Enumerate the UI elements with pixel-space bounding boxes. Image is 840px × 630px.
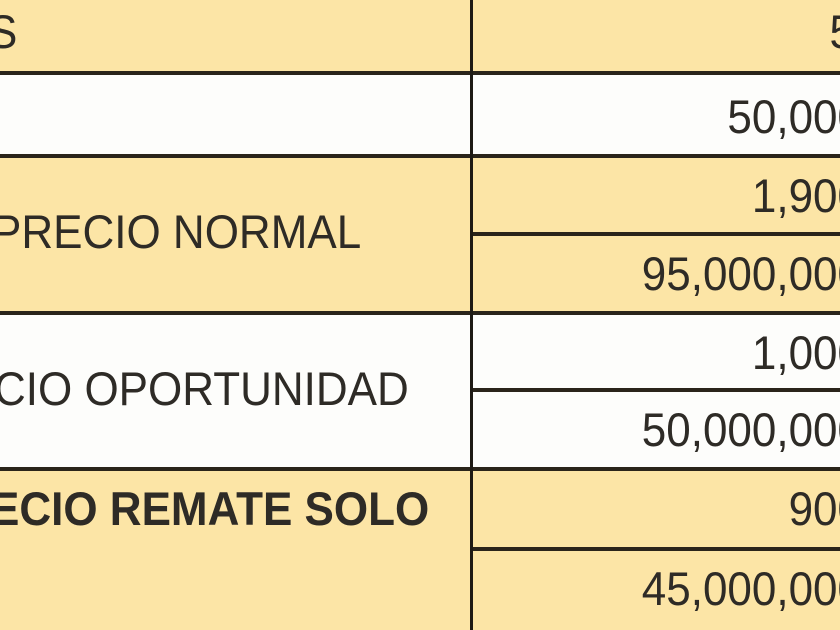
row-value: 50,000 [727, 91, 840, 144]
row-divider [0, 311, 840, 315]
row-label: ECIO REMATE SOLO [0, 483, 430, 536]
row-divider [0, 154, 840, 158]
table-cell-label: PRECIO NORMAL [0, 158, 470, 312]
row-divider [473, 232, 840, 236]
row-value: 1,900 [751, 170, 840, 223]
table-cell-value: 50,000 [473, 75, 840, 155]
row-label: CIO OPORTUNIDAD [0, 363, 409, 416]
table-cell-value: 1,900 [473, 158, 840, 232]
table-cell-label: CIO OPORTUNIDAD [0, 315, 470, 468]
row-divider [473, 547, 840, 551]
row-divider [0, 467, 840, 471]
row-value: 1,000 [751, 327, 840, 380]
column-divider [470, 0, 473, 630]
row-value: 45,000,000 [641, 563, 840, 616]
row-value: 900 [788, 483, 840, 536]
table-cell-value: 95,000,000 [473, 236, 840, 312]
table-cell-value: 5 [473, 0, 840, 72]
table-cell-label [0, 75, 470, 155]
row-divider [0, 71, 840, 75]
row-label: S [0, 6, 17, 60]
table-cell-value: 1,000 [473, 315, 840, 389]
table-cell-value: 50,000,000 [473, 392, 840, 468]
table-cell-label: S [0, 0, 470, 72]
row-value: 50,000,000 [641, 404, 840, 457]
table-cell-value: 45,000,000 [473, 551, 840, 630]
row-divider [473, 388, 840, 392]
table-cell-label: ECIO REMATE SOLO [0, 471, 470, 630]
row-value: 95,000,000 [641, 248, 840, 301]
table-cell-value: 900 [473, 471, 840, 547]
row-label: PRECIO NORMAL [0, 206, 362, 259]
row-value: 5 [830, 6, 840, 60]
